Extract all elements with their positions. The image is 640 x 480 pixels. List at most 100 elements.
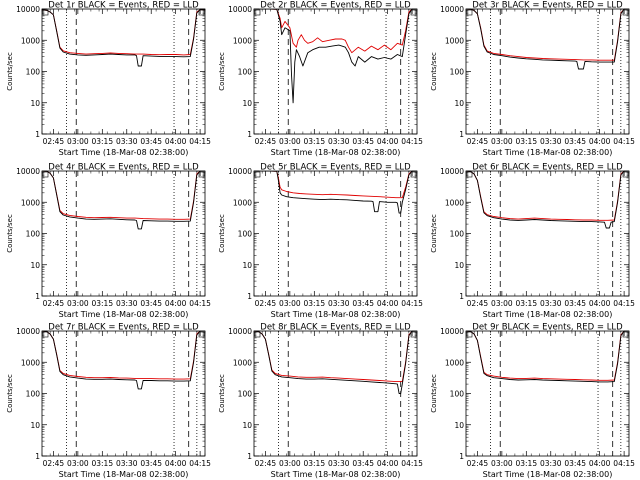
- x-tick-label: 03:00: [491, 137, 513, 146]
- y-tick-label: 1: [35, 130, 40, 139]
- x-tick-label: 03:15: [515, 137, 537, 146]
- x-axis-label: Start Time (18-Mar-08 02:38:00): [271, 148, 401, 157]
- plot-frame: [253, 8, 418, 135]
- y-tick-label: 10: [30, 99, 40, 108]
- y-tick-label: 1: [35, 292, 40, 301]
- chart-panel: Det 8r BLACK = Events, RED = LLD Counts/s…: [218, 323, 423, 480]
- y-axis-label: Counts/sec: [430, 52, 438, 91]
- x-tick-label: 04:00: [377, 137, 399, 146]
- corner-marker: [466, 171, 473, 178]
- y-tick-label: 1: [247, 292, 252, 301]
- y-tick-label: 10000: [440, 167, 464, 176]
- plot-frame: [253, 170, 418, 297]
- series-group: [254, 331, 417, 394]
- x-tick-label: 03:15: [303, 137, 325, 146]
- x-axis-label: Start Time (18-Mar-08 02:38:00): [59, 148, 189, 157]
- corner-marker: [42, 331, 49, 338]
- y-tick-label: 1000: [233, 358, 252, 367]
- y-tick-label: 10000: [440, 327, 464, 336]
- series-group: [254, 9, 417, 104]
- x-tick-label: 03:45: [564, 299, 586, 308]
- y-axis-label: Counts/sec: [430, 214, 438, 253]
- x-axis-label: Start Time (18-Mar-08 02:38:00): [483, 310, 613, 319]
- y-tick-label: 10000: [228, 167, 252, 176]
- x-tick-label: 04:15: [401, 299, 423, 308]
- x-tick-label: 04:00: [377, 459, 399, 468]
- events-series-line: [42, 171, 205, 230]
- plot-frame: [465, 170, 630, 297]
- y-tick-label: 1000: [445, 36, 464, 45]
- corner-marker: [254, 9, 261, 16]
- x-tick-label: 04:00: [589, 459, 611, 468]
- chart-title: Det 2r BLACK = Events, RED = LLD: [260, 1, 411, 11]
- x-tick-label: 04:15: [189, 459, 211, 468]
- lld-series-line: [466, 9, 629, 61]
- corner-marker: [42, 171, 49, 178]
- y-tick-label: 1: [459, 452, 464, 461]
- x-tick-label: 03:00: [279, 137, 301, 146]
- x-tick-label: 03:45: [564, 459, 586, 468]
- y-tick-label: 100: [26, 230, 41, 239]
- y-tick-label: 10: [454, 99, 464, 108]
- y-axis-label: Counts/sec: [218, 374, 226, 413]
- x-tick-label: 03:30: [540, 459, 562, 468]
- series-group: [42, 9, 205, 67]
- y-tick-label: 10: [242, 261, 252, 270]
- x-axis-label: Start Time (18-Mar-08 02:38:00): [483, 148, 613, 157]
- y-tick-label: 100: [238, 68, 253, 77]
- events-series-line: [42, 9, 205, 67]
- y-tick-label: 1: [247, 452, 252, 461]
- y-tick-label: 1: [35, 452, 40, 461]
- y-axis-label: Counts/sec: [6, 52, 14, 91]
- corner-marker: [466, 331, 473, 338]
- chart-title: Det 9r BLACK = Events, RED = LLD: [472, 323, 623, 333]
- y-tick-label: 10000: [16, 167, 40, 176]
- x-tick-label: 04:15: [613, 137, 635, 146]
- chart-panel: Det 7r BLACK = Events, RED = LLD Counts/s…: [6, 323, 211, 480]
- y-tick-label: 10000: [16, 327, 40, 336]
- events-series-line: [466, 171, 629, 229]
- y-tick-label: 100: [450, 230, 465, 239]
- chart-title: Det 7r BLACK = Events, RED = LLD: [48, 323, 199, 333]
- events-series-line: [254, 9, 417, 104]
- x-axis-label: Start Time (18-Mar-08 02:38:00): [271, 470, 401, 479]
- x-tick-label: 03:45: [140, 459, 162, 468]
- x-tick-label: 02:45: [467, 137, 489, 146]
- y-tick-label: 1000: [233, 36, 252, 45]
- y-tick-label: 10: [242, 99, 252, 108]
- chart-panel: Det 1r BLACK = Events, RED = LLD Counts/s…: [6, 1, 211, 158]
- x-tick-label: 04:15: [189, 299, 211, 308]
- x-tick-label: 03:45: [352, 459, 374, 468]
- chart-title: Det 6r BLACK = Events, RED = LLD: [472, 163, 623, 173]
- x-tick-label: 03:00: [491, 299, 513, 308]
- y-tick-label: 1000: [21, 36, 40, 45]
- y-tick-label: 1: [459, 292, 464, 301]
- x-tick-label: 02:45: [255, 459, 277, 468]
- y-tick-label: 10: [454, 261, 464, 270]
- x-tick-label: 04:00: [589, 137, 611, 146]
- y-tick-label: 1000: [21, 358, 40, 367]
- x-tick-label: 03:45: [564, 137, 586, 146]
- x-tick-label: 04:15: [401, 137, 423, 146]
- y-tick-label: 1000: [445, 198, 464, 207]
- x-tick-label: 03:00: [67, 137, 89, 146]
- chart-title: Det 5r BLACK = Events, RED = LLD: [260, 163, 411, 173]
- x-tick-label: 04:15: [401, 459, 423, 468]
- x-tick-label: 03:30: [116, 459, 138, 468]
- x-tick-label: 04:00: [165, 459, 187, 468]
- corner-marker: [410, 331, 417, 338]
- x-tick-label: 02:45: [43, 137, 65, 146]
- y-tick-label: 10000: [16, 5, 40, 14]
- x-tick-label: 04:00: [377, 299, 399, 308]
- plot-frame: [465, 330, 630, 457]
- corner-marker: [622, 171, 629, 178]
- x-tick-label: 03:15: [91, 299, 113, 308]
- corner-marker: [466, 9, 473, 16]
- series-group: [42, 331, 205, 390]
- chart-panel: Det 4r BLACK = Events, RED = LLD Counts/s…: [6, 163, 211, 320]
- chart-panel: Det 9r BLACK = Events, RED = LLD Counts/s…: [430, 323, 635, 480]
- y-tick-label: 100: [238, 390, 253, 399]
- series-group: [466, 171, 629, 229]
- series-group: [466, 9, 629, 70]
